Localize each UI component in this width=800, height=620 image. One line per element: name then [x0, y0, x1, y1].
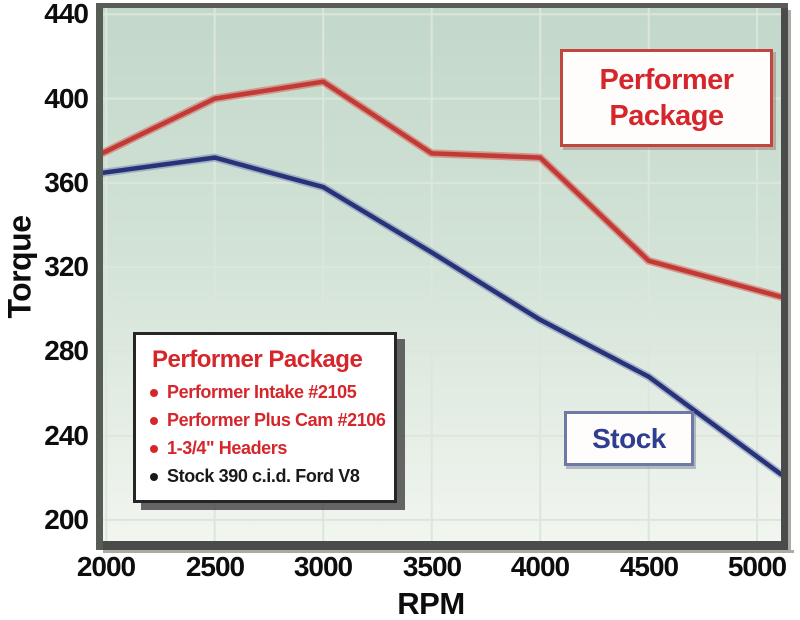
performer-callout-line1: Performer: [599, 64, 734, 96]
legend-item-label: Performer Intake #2105: [167, 382, 357, 402]
y-tick-label: 200: [44, 504, 89, 535]
x-tick-label: 3500: [402, 551, 462, 582]
x-tick-label: 4500: [619, 551, 679, 582]
x-axis-title: RPM: [397, 586, 465, 620]
performer-package-callout: Performer Package: [560, 49, 773, 147]
legend-item-label: Performer Plus Cam #2106: [167, 410, 386, 430]
y-tick-label: 280: [44, 335, 89, 366]
stock-callout-label: Stock: [592, 422, 666, 454]
legend-item: Stock 390 c.i.d. Ford V8: [150, 466, 384, 487]
legend-bullet-icon: [150, 472, 158, 481]
y-tick-label: 240: [44, 420, 89, 451]
x-tick-label: 4000: [510, 551, 570, 582]
legend-bullet-icon: [150, 416, 158, 425]
y-tick-label: 440: [44, 0, 89, 29]
y-tick-label: 360: [44, 167, 89, 198]
legend-item: 1-3/4" Headers: [150, 438, 384, 459]
legend-title: Performer Package: [152, 346, 363, 373]
legend-box: Performer Package Performer Intake #2105…: [133, 332, 397, 503]
x-tick-label: 5000: [727, 551, 787, 582]
x-tick-label: 2500: [185, 551, 245, 582]
y-tick-label: 320: [44, 251, 89, 282]
legend-items: Performer Intake #2105 Performer Plus Cam…: [150, 382, 386, 487]
x-tick-label: 2000: [76, 551, 136, 582]
x-tick-label: 3000: [293, 551, 353, 582]
legend-item-label: Stock 390 c.i.d. Ford V8: [167, 466, 360, 486]
legend-item: Performer Plus Cam #2106: [150, 410, 386, 431]
stock-callout: Stock: [564, 411, 694, 466]
performer-callout-line2: Package: [609, 100, 724, 132]
legend-bullet-icon: [150, 444, 158, 453]
legend-item: Performer Intake #2105: [150, 382, 384, 403]
legend-item-label: 1-3/4" Headers: [167, 438, 288, 458]
legend-bullet-icon: [150, 388, 158, 397]
y-tick-label: 400: [44, 83, 89, 114]
